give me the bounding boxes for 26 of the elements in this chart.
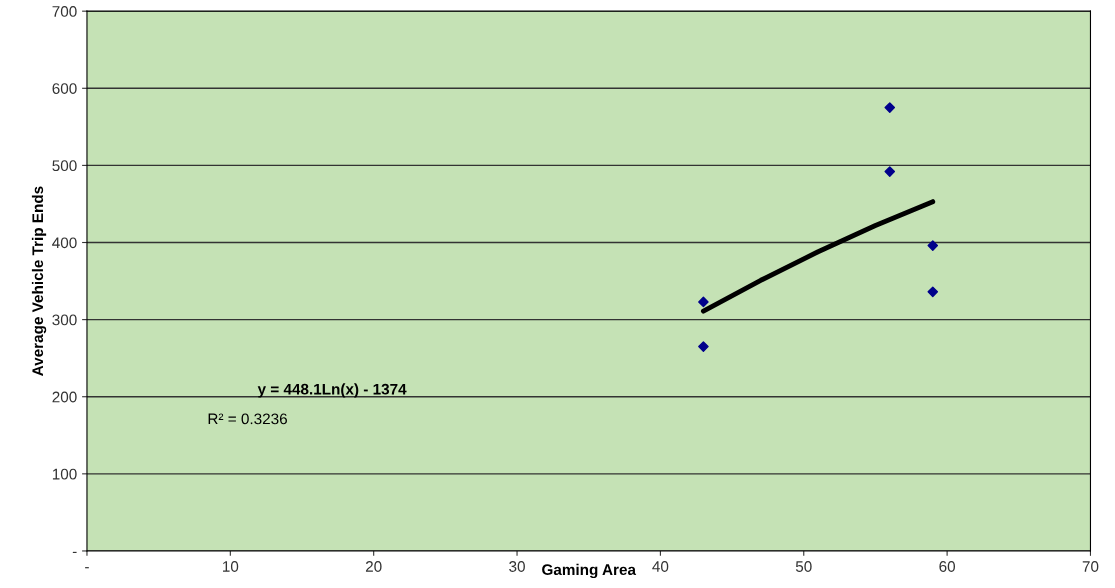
x-tick-label: 40 [652,561,669,572]
y-tick-label: 500 [52,160,77,172]
x-tick-label: 50 [795,561,812,572]
x-tick-label: 10 [223,561,239,572]
annotation: R² = 0.3236 [208,413,287,425]
x-axis-title: Gaming Area [542,563,637,579]
annotation: y = 448.1Ln(x) - 1374 [257,383,407,398]
y-tick-label: - [72,551,77,554]
y-tick-label: 200 [52,391,77,403]
y-tick-label: 100 [52,468,77,480]
point [884,166,896,177]
x-tick-label: 70 [1082,561,1099,572]
x-tick-label: 20 [365,561,382,572]
x-tick-label: 30 [509,561,525,572]
y-tick-label: 600 [52,83,77,94]
point [698,296,709,308]
y-tick-label: 300 [52,314,77,326]
point [698,341,709,352]
line-series [700,199,936,314]
y-axis-title: Average Vehicle Trip Ends [31,186,47,376]
x-tick-label: 60 [939,561,956,572]
y-tick-label: 700 [52,6,77,17]
point [927,286,939,298]
point [884,102,896,113]
y-tick-label: 400 [52,237,77,249]
point [927,240,939,251]
